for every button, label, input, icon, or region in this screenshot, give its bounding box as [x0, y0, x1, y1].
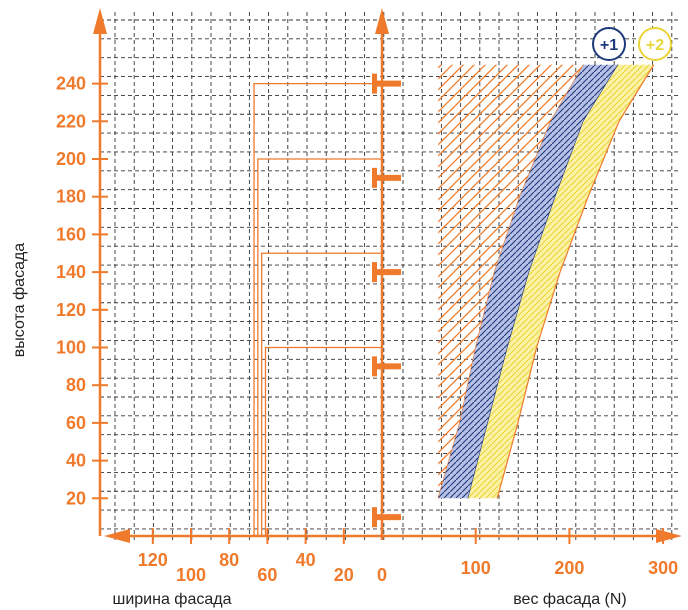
left-x-tick-label: 0 — [377, 565, 387, 585]
hinge-markers — [372, 73, 401, 528]
zone-plus-two — [468, 64, 654, 499]
hinge-marker-icon — [372, 73, 401, 94]
hinge-plate — [372, 507, 377, 528]
right-x-tick-label: 300 — [648, 558, 678, 578]
zone-base — [438, 64, 584, 499]
width-rectangle — [257, 158, 382, 536]
zone-plus-one — [438, 64, 619, 499]
hinge-marker-icon — [372, 356, 401, 377]
left-x-axis-arrow — [104, 529, 130, 543]
hinge-plate — [372, 356, 377, 377]
width-rectangle — [261, 252, 382, 536]
y-tick-label: 180 — [56, 187, 86, 207]
hinge-arm — [376, 80, 401, 87]
y-tick-label: 220 — [56, 111, 86, 131]
left-x-axis-title: ширина фасада — [113, 591, 232, 608]
hinge-marker-icon — [372, 262, 401, 283]
left-x-tick-label: 20 — [334, 565, 354, 585]
right-x-axis-title: вес фасада (N) — [513, 591, 627, 608]
y-tick-label: 100 — [56, 338, 86, 358]
hinge-arm — [376, 174, 401, 181]
weight-zones — [437, 64, 655, 499]
tick-labels: 2040608010012014016018020022024012010080… — [56, 74, 678, 585]
y-tick-label: 20 — [66, 488, 86, 508]
y-tick-label: 40 — [66, 451, 86, 471]
y-tick-label: 240 — [56, 74, 86, 94]
badge-plus-two-label: +2 — [646, 37, 664, 54]
left-x-tick-label: 60 — [257, 565, 277, 585]
left-x-tick-label: 100 — [176, 565, 206, 585]
zone-plus-two-edge — [496, 64, 655, 499]
y-axis-arrow — [93, 8, 107, 34]
badge-plus-one: +1 — [592, 27, 626, 61]
center-axis-arrow — [375, 8, 389, 34]
y-tick-label: 120 — [56, 300, 86, 320]
y-tick-label: 60 — [66, 413, 86, 433]
axes — [93, 8, 682, 543]
right-x-tick-label: 100 — [461, 558, 491, 578]
badge-plus-two: +2 — [638, 27, 672, 61]
left-x-tick-label: 40 — [296, 550, 316, 570]
hinge-plate — [372, 167, 377, 188]
right-x-axis-arrow — [656, 529, 682, 543]
y-tick-label: 80 — [66, 375, 86, 395]
hinge-plate — [372, 262, 377, 283]
y-axis-title: высота фасада — [11, 243, 28, 358]
hinge-arm — [376, 363, 401, 370]
left-x-tick-label: 120 — [138, 550, 168, 570]
hinge-marker-icon — [372, 507, 401, 528]
right-x-tick-label: 200 — [554, 558, 584, 578]
badge-plus-one-label: +1 — [600, 37, 618, 54]
y-tick-label: 140 — [56, 262, 86, 282]
y-tick-label: 200 — [56, 149, 86, 169]
width-rectangle — [264, 346, 382, 536]
left-x-tick-label: 80 — [219, 550, 239, 570]
hinge-arm — [376, 514, 401, 521]
hinge-marker-icon — [372, 167, 401, 188]
width-rectangles — [253, 82, 382, 536]
hinge-plate — [372, 73, 377, 94]
y-tick-label: 160 — [56, 224, 86, 244]
hinge-arm — [376, 269, 401, 276]
width-rectangle — [253, 82, 382, 536]
